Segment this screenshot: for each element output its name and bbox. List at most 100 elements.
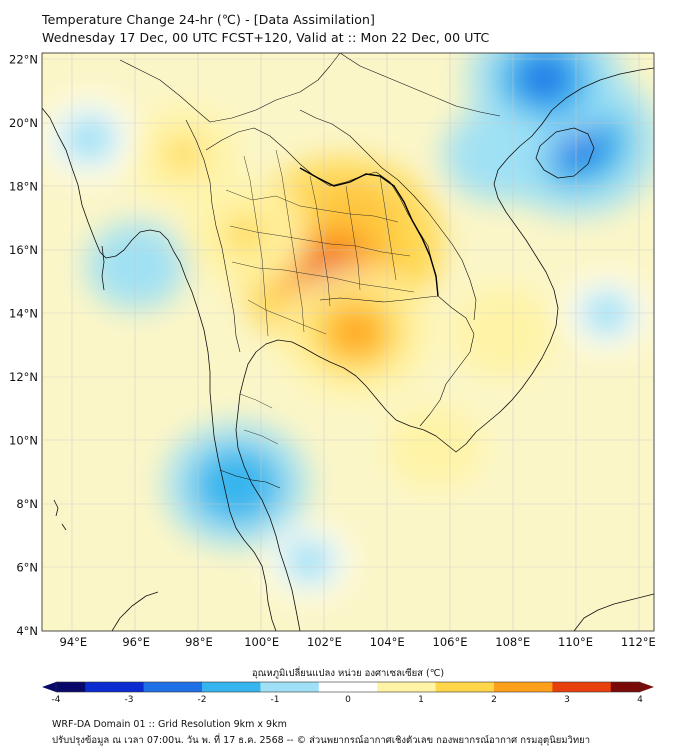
coastline-gulf-east [235, 67, 654, 631]
colorbar-title: อุณหภูมิเปลี่ยนแปลง หน่วย องศาเซลเซียส (… [252, 666, 444, 679]
field-anomaly-mekong-warm [417, 432, 452, 462]
colorbar-tick-label: 2 [491, 695, 497, 705]
coastline-myanmar-west [42, 107, 277, 631]
colorbar-segment [70, 682, 86, 692]
border-china-vietnam [339, 53, 501, 117]
longitude-labels: 94°E 96°E 98°E 100°E 102°E 104°E 106°E 108°E 110… [60, 635, 656, 649]
colorbar-extend-low [42, 682, 56, 692]
thailand-outline [299, 167, 439, 297]
colorbar-segment [99, 682, 115, 692]
colorbar-segment [158, 682, 174, 692]
colorbar-segment [625, 682, 641, 692]
field-anomaly-south-china-cold [517, 55, 571, 102]
colorbar-tick-label: -2 [198, 695, 207, 705]
field-anomaly-gulf-of-tonkin-cold [477, 137, 517, 172]
colorbar-segment [523, 682, 539, 692]
coastline-borneo [573, 593, 654, 631]
footer-model-info: WRF-DA Domain 01 :: Grid Resolution 9km … [52, 719, 287, 730]
colorbar-segment [172, 682, 188, 692]
border-malaysia [219, 469, 281, 489]
colorbar-segment [406, 682, 422, 692]
colorbar-segment [362, 682, 378, 692]
lat-label: 16°N [9, 243, 38, 257]
colorbar-segment [245, 682, 261, 692]
field-anomaly-cambodia-warm [329, 309, 383, 356]
lon-label: 102°E [307, 635, 342, 649]
coastlines [42, 67, 654, 631]
field-anomaly-myanmar-warm [164, 137, 203, 172]
coastline-andaman [101, 245, 105, 291]
lon-label: 104°E [370, 635, 405, 649]
border-thailand-north [205, 127, 315, 177]
temperature-change-map: 22°N 20°N 18°N 16°N 14°N 12°N 10°N 8°N 6°N 4°N 94… [9, 52, 656, 705]
lat-label: 22°N [9, 52, 38, 66]
colorbar-tick-label: -1 [271, 695, 280, 705]
lon-label: 98°E [185, 635, 213, 649]
lon-label: 112°E [621, 635, 656, 649]
colorbar-frame [55, 681, 641, 693]
lon-label: 100°E [244, 635, 279, 649]
lat-label: 20°N [9, 116, 38, 130]
lon-label: 110°E [558, 635, 593, 649]
province-boundaries [225, 149, 415, 445]
colorbar-segment [567, 682, 583, 692]
colorbar-segment [216, 682, 232, 692]
footer-update-info: ปรับปรุงข้อมูล ณ เวลา 07:00น. วัน พ. ที่… [52, 735, 591, 746]
colorbar-segment [260, 682, 276, 692]
colorbar-segment [348, 682, 364, 692]
colorbar-segment [610, 682, 626, 692]
colorbar-segment [552, 682, 568, 692]
colorbar-segment [187, 682, 203, 692]
borders [119, 53, 501, 489]
map-subtitle: Wednesday 17 Dec, 00 UTC FCST+120, Valid… [42, 30, 490, 45]
lat-label: 12°N [9, 370, 38, 384]
field-anomaly-vietnam-central-warm [484, 316, 522, 349]
colorbar-segment [464, 682, 480, 692]
colorbar-segment [494, 682, 510, 692]
plot-area [42, 53, 654, 631]
colorbar-segment [450, 682, 466, 692]
lat-label: 14°N [9, 306, 38, 320]
coastline-nicobar [53, 499, 67, 531]
lon-label: 106°E [433, 635, 468, 649]
latitude-labels: 22°N 20°N 18°N 16°N 14°N 12°N 10°N 8°N 6°N 4°N [9, 52, 38, 638]
gridlines [42, 53, 654, 631]
field-anomaly-bay-of-bengal-cold [73, 124, 106, 153]
field-anomaly-malaysia-cool [294, 548, 324, 574]
border-thailand-west [185, 119, 241, 353]
colorbar-segment [508, 682, 524, 692]
colorbar-extend-high [640, 682, 654, 692]
plot-frame [41, 52, 655, 632]
colorbar-segment [377, 682, 393, 692]
colorbar-tick-label: 1 [418, 695, 424, 705]
lon-label: 94°E [60, 635, 88, 649]
colorbar-segment [479, 682, 495, 692]
coastline-sumatra [111, 591, 159, 631]
colorbar-segment [275, 682, 291, 692]
colorbar-segment [202, 682, 218, 692]
coastline-hainan [535, 127, 595, 179]
colorbar-segment [581, 682, 597, 692]
colorbar-segment [85, 682, 101, 692]
colorbar-segment [231, 682, 247, 692]
field-anomaly-peninsula-cold [211, 462, 262, 507]
field-anomaly-south-china-sea-cool [592, 300, 622, 327]
map-title: Temperature Change 24-hr (℃) - [Data Ass… [42, 12, 376, 27]
colorbar-tick-label: 0 [345, 695, 351, 705]
border-laos-vietnam [299, 109, 477, 321]
colorbar-tick-label: -4 [52, 695, 61, 705]
temperature-field [42, 53, 654, 599]
lat-label: 8°N [16, 497, 38, 511]
colorbar-segment [114, 682, 130, 692]
colorbar-segment [56, 682, 72, 692]
colorbar-tick-label: -3 [125, 695, 134, 705]
colorbar-tick-label: 4 [637, 695, 643, 705]
field-anomaly-andaman-cold [118, 250, 154, 282]
border-cambodia [319, 295, 475, 427]
colorbar: -4 -3 -2 -1 0 1 2 3 4 [42, 681, 654, 705]
colorbar-segment [537, 682, 553, 692]
lon-label: 96°E [122, 635, 150, 649]
colorbar-segment [129, 682, 145, 692]
lat-label: 4°N [16, 624, 38, 638]
colorbar-segment [289, 682, 305, 692]
